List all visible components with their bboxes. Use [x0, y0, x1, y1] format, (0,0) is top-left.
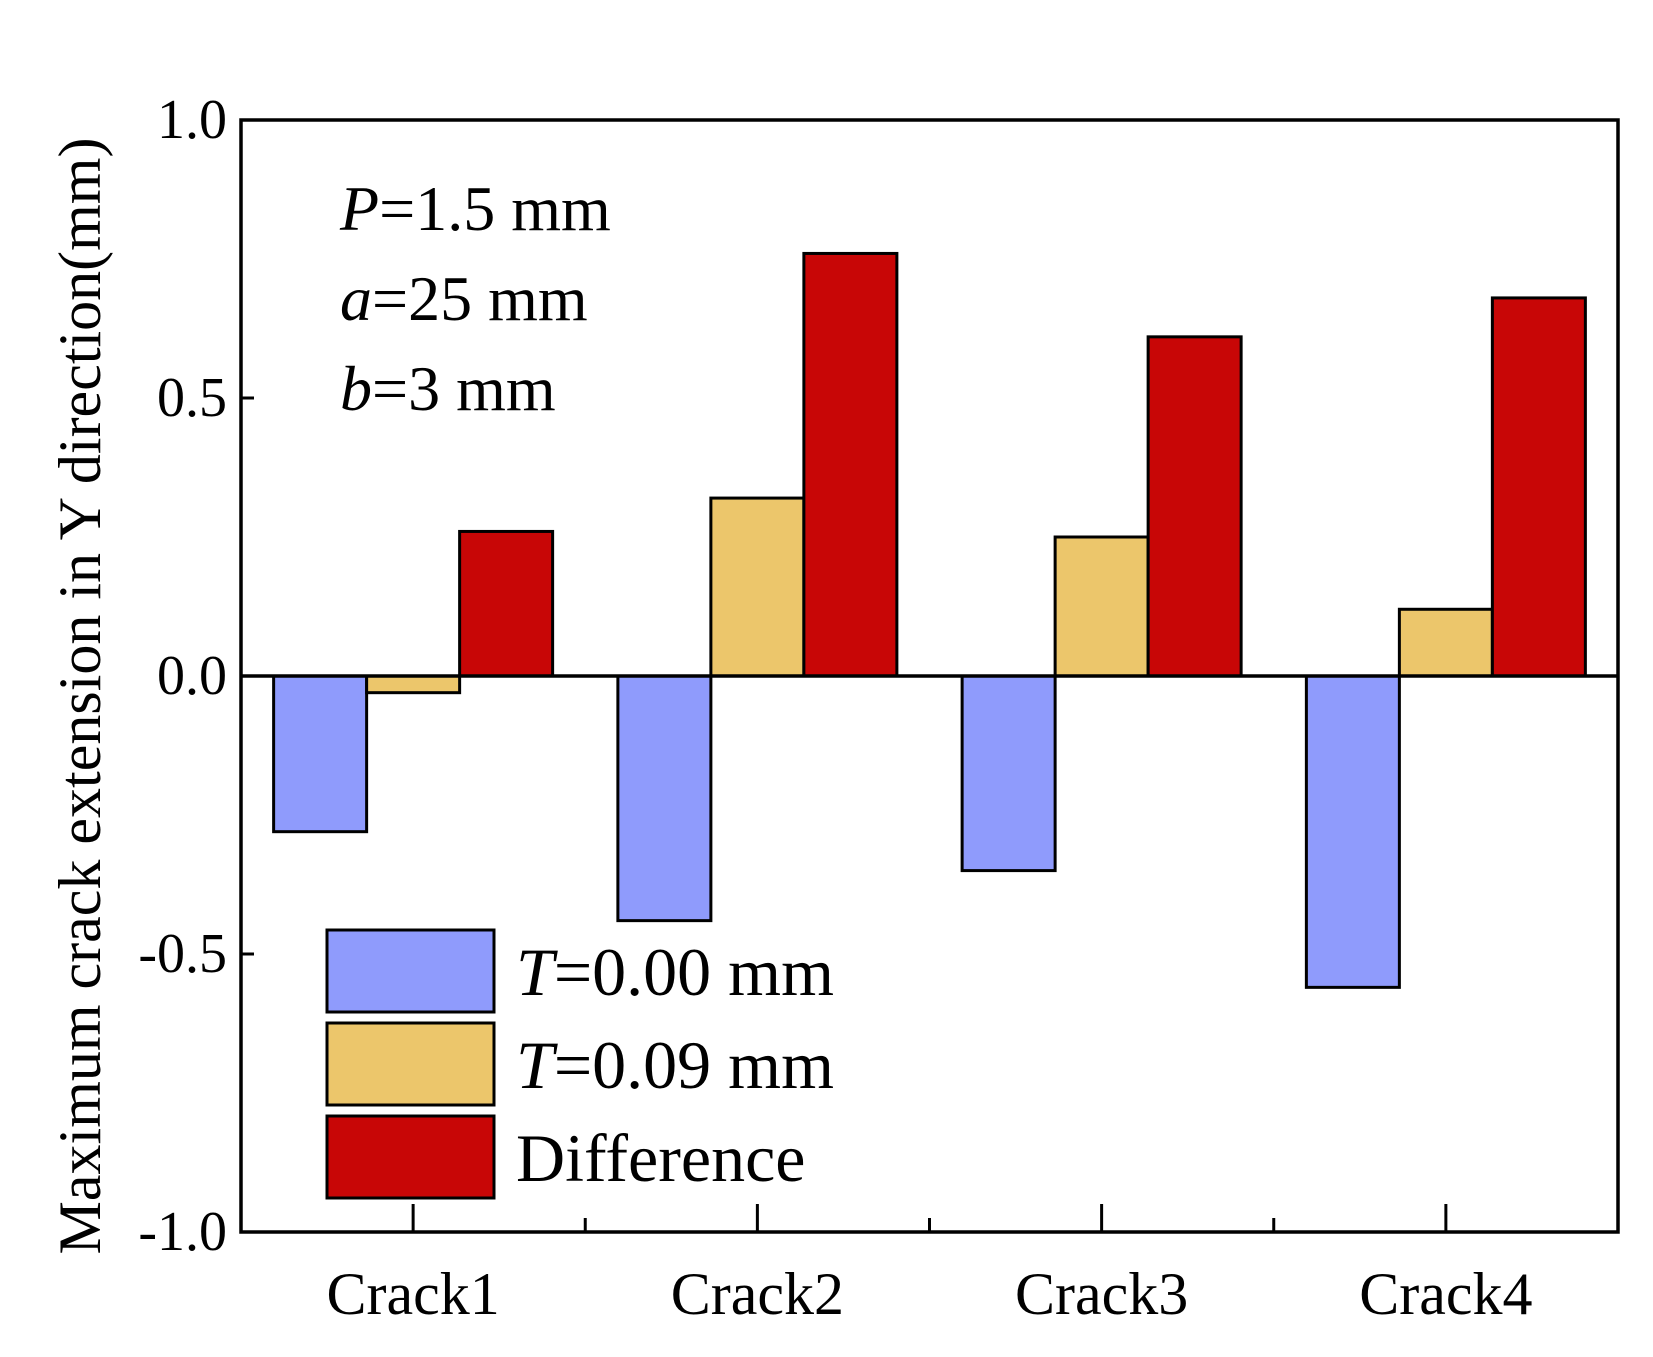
annotation-value: =25 mm — [372, 263, 588, 334]
annotation-value: =1.5 mm — [379, 173, 611, 244]
x-tick-label: Crack3 — [1015, 1261, 1188, 1327]
legend-swatch-2 — [325, 1021, 496, 1107]
bar-crack4-series-1 — [1304, 674, 1401, 989]
legend-swatch-1 — [325, 928, 496, 1014]
legend-value: =0.00 mm — [554, 934, 834, 1010]
bar-crack1-series-1 — [272, 674, 369, 834]
annotation-b: b=3 mm — [340, 353, 556, 424]
bar-crack3-series-1 — [960, 674, 1057, 873]
x-tick-label: Crack1 — [326, 1261, 499, 1327]
bar-crack4-series-3 — [1490, 296, 1587, 678]
x-tick-label: Crack4 — [1359, 1261, 1532, 1327]
annotation-variable: b — [340, 353, 372, 424]
axes-group: -1.0 -0.5 0.0 0.5 1.0 Crack1 Crack2 Crack3 Crack… — [47, 89, 1620, 1327]
legend-value: =0.09 mm — [554, 1027, 834, 1103]
bar-crack2-series-1 — [616, 674, 713, 923]
y-tick-label: -1.0 — [138, 1201, 227, 1263]
bar-crack3-series-3 — [1146, 335, 1243, 678]
bar-crack4-series-2 — [1397, 607, 1494, 678]
y-tick-label: 0.0 — [157, 645, 227, 707]
annotation-value: =3 mm — [372, 353, 556, 424]
legend-label-3: Difference — [516, 1120, 805, 1196]
legend-label-1: T=0.00 mm — [516, 934, 834, 1010]
bar-crack3-series-2 — [1053, 535, 1150, 678]
bars-group — [272, 251, 1587, 989]
y-tick-label: 0.5 — [157, 367, 227, 429]
parameter-annotations: P=1.5 mma=25 mmb=3 mm — [339, 173, 611, 424]
annotation-P: P=1.5 mm — [339, 173, 611, 244]
y-tick-label: -0.5 — [138, 923, 227, 985]
x-tick-label: Crack2 — [671, 1261, 844, 1327]
legend-swatch-3 — [325, 1114, 496, 1200]
bar-crack2-series-2 — [709, 496, 806, 678]
bar-crack2-series-3 — [802, 251, 899, 678]
annotation-variable: a — [340, 263, 372, 334]
annotation-a: a=25 mm — [340, 263, 588, 334]
bar-crack1-series-2 — [365, 674, 462, 695]
legend-label-2: T=0.09 mm — [516, 1027, 834, 1103]
y-axis-title: Maximum crack extension in Y direction(m… — [47, 138, 113, 1255]
bar-crack1-series-3 — [458, 529, 555, 678]
y-tick-label: 1.0 — [157, 89, 227, 151]
legend-variable: T — [516, 1027, 558, 1103]
annotation-variable: P — [339, 173, 379, 244]
legend-variable: T — [516, 934, 558, 1010]
